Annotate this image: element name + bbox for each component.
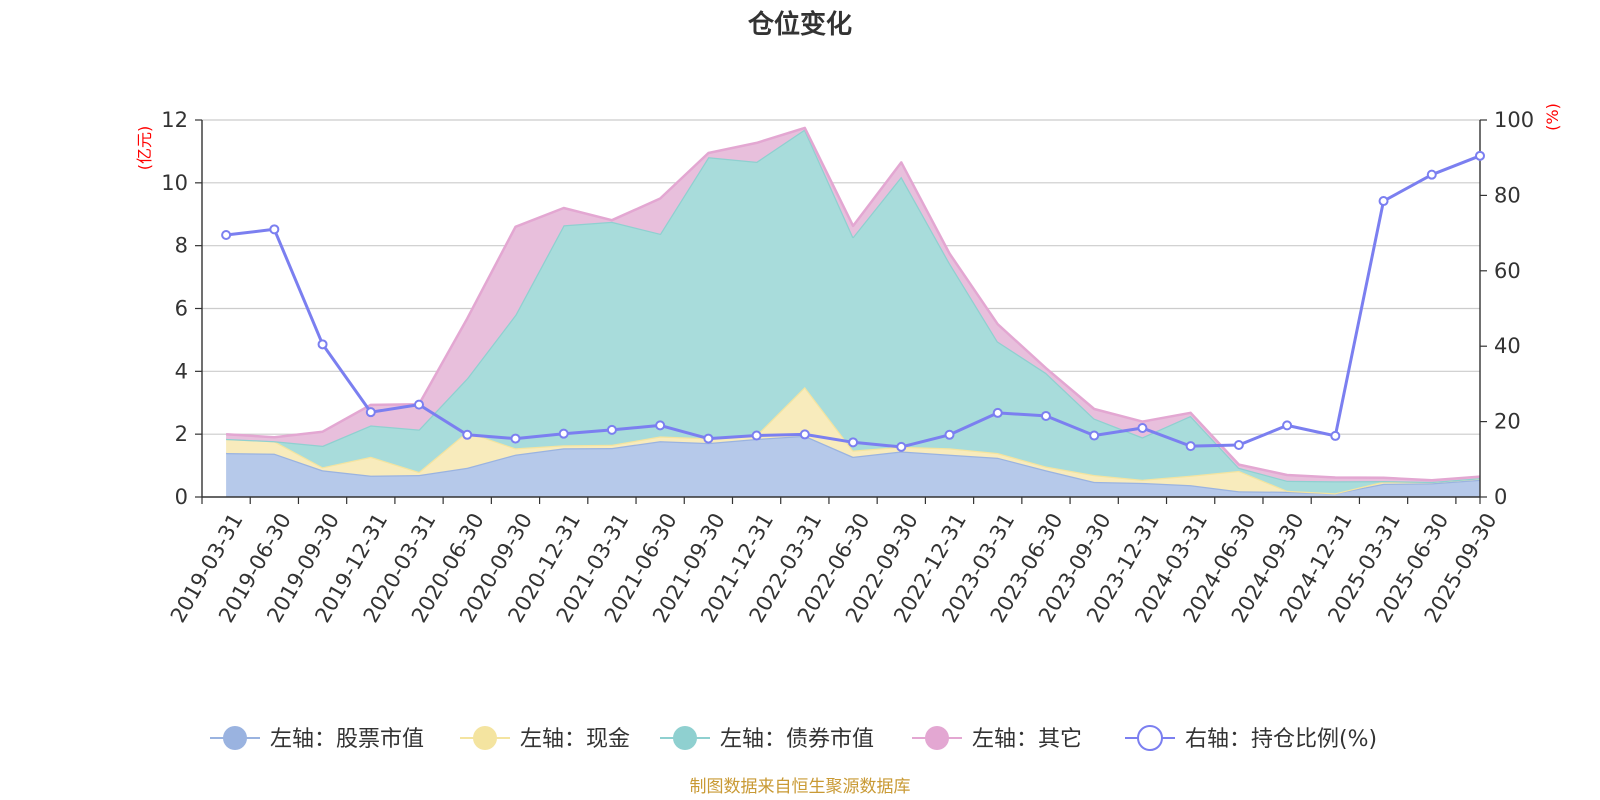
left-axis-unit: (亿元) — [135, 126, 154, 171]
legend-symbol — [925, 726, 949, 750]
ratio-point — [1330, 430, 1341, 441]
legend-label: 左轴：现金 — [520, 727, 630, 752]
right-tick-label: 40 — [1494, 334, 1521, 358]
left-tick-label: 4 — [175, 359, 188, 383]
ratio-point — [1089, 430, 1100, 441]
ratio-point — [606, 424, 617, 435]
ratio-point — [317, 339, 328, 350]
source-note: 制图数据来自恒生聚源数据库 — [690, 777, 911, 797]
ratio-point — [558, 428, 569, 439]
left-tick-label: 2 — [175, 422, 188, 446]
ratio-point — [414, 399, 425, 410]
legend-label: 左轴：其它 — [972, 727, 1082, 752]
ratio-point — [751, 430, 762, 441]
legend-symbol — [673, 726, 697, 750]
area-左轴：股票市值 — [226, 435, 1481, 497]
legend-symbol — [473, 726, 497, 750]
left-tick-label: 12 — [161, 108, 188, 132]
ratio-point — [944, 429, 955, 440]
ratio-point — [1185, 441, 1196, 452]
right-tick-label: 60 — [1494, 259, 1521, 283]
right-tick-label: 100 — [1494, 108, 1534, 132]
legend: 左轴：股票市值 左轴：现金 左轴：债券市值 左轴：其它 右轴：持仓比例(%) — [210, 725, 1377, 752]
ratio-point — [992, 407, 1003, 418]
legend-item[interactable]: 右轴：持仓比例(%) — [1125, 725, 1377, 752]
ratio-point — [1040, 410, 1051, 421]
area-左轴：现金 — [226, 387, 1481, 494]
area-左轴：其它 — [226, 127, 1481, 482]
legend-item[interactable]: 左轴：股票市值 — [210, 726, 424, 752]
legend-label: 左轴：股票市值 — [270, 727, 424, 752]
ratio-point — [1233, 439, 1244, 450]
legend-label: 左轴：债券市值 — [720, 727, 874, 752]
right-tick-label: 0 — [1494, 485, 1507, 509]
area-edge-左轴：其它 — [226, 126, 1481, 482]
area-左轴：债券市值 — [226, 129, 1481, 494]
ratio-point — [510, 433, 521, 444]
left-tick-label: 10 — [161, 171, 188, 195]
legend-symbol — [223, 726, 247, 750]
legend-item[interactable]: 左轴：其它 — [912, 726, 1082, 752]
legend-item[interactable]: 左轴：债券市值 — [660, 726, 874, 752]
left-tick-label: 6 — [175, 297, 188, 321]
ratio-point — [848, 437, 859, 448]
ratio-point — [1137, 423, 1148, 434]
area-layer — [226, 126, 1481, 497]
left-tick-label: 8 — [175, 234, 188, 258]
left-tick-label: 0 — [175, 485, 188, 509]
ratio-point — [1378, 196, 1389, 207]
chart-title: 仓位变化 — [747, 9, 852, 40]
ratio-point — [365, 407, 376, 418]
right-tick-label: 80 — [1494, 183, 1521, 207]
ratio-point — [1475, 150, 1485, 161]
right-tick-label: 20 — [1494, 410, 1521, 434]
ratio-point — [799, 429, 810, 440]
legend-item[interactable]: 左轴：现金 — [460, 726, 630, 752]
ratio-point — [896, 441, 907, 452]
ratio-point — [1426, 169, 1437, 180]
legend-symbol — [1137, 725, 1163, 751]
ratio-point — [269, 224, 280, 235]
ratio-point — [1282, 420, 1293, 431]
ratio-point — [221, 229, 232, 240]
ratio-point — [655, 420, 666, 431]
right-axis-unit: (%) — [1543, 103, 1562, 131]
legend-label: 右轴：持仓比例(%) — [1185, 727, 1377, 752]
ratio-line-layer — [221, 150, 1485, 452]
ratio-point — [703, 433, 714, 444]
ratio-point — [462, 429, 473, 440]
